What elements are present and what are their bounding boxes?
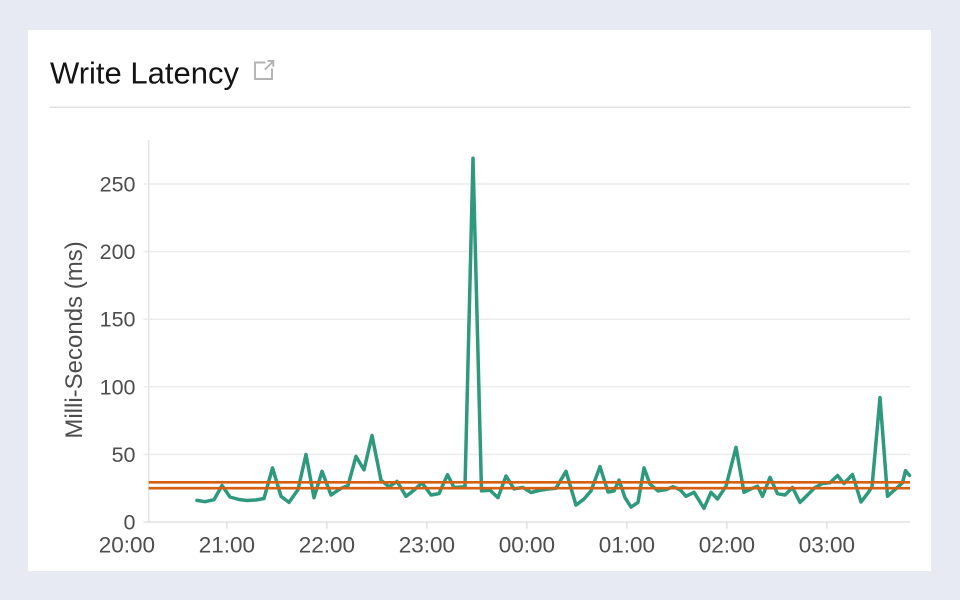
svg-text:23:00: 23:00: [399, 533, 455, 558]
svg-text:Write Latency: Write Latency: [50, 56, 239, 91]
svg-text:20:00: 20:00: [99, 533, 155, 558]
svg-text:01:00: 01:00: [599, 533, 655, 558]
svg-text:02:00: 02:00: [699, 533, 755, 558]
svg-text:Milli-Seconds (ms): Milli-Seconds (ms): [61, 241, 88, 438]
svg-text:0: 0: [124, 511, 136, 535]
svg-text:50: 50: [112, 443, 136, 467]
svg-text:200: 200: [100, 240, 136, 264]
svg-text:250: 250: [100, 173, 136, 197]
svg-text:00:00: 00:00: [499, 533, 555, 558]
svg-text:150: 150: [100, 308, 136, 332]
svg-text:21:00: 21:00: [199, 533, 255, 558]
svg-text:100: 100: [100, 375, 136, 399]
svg-text:03:00: 03:00: [799, 533, 855, 558]
svg-text:22:00: 22:00: [299, 533, 355, 558]
